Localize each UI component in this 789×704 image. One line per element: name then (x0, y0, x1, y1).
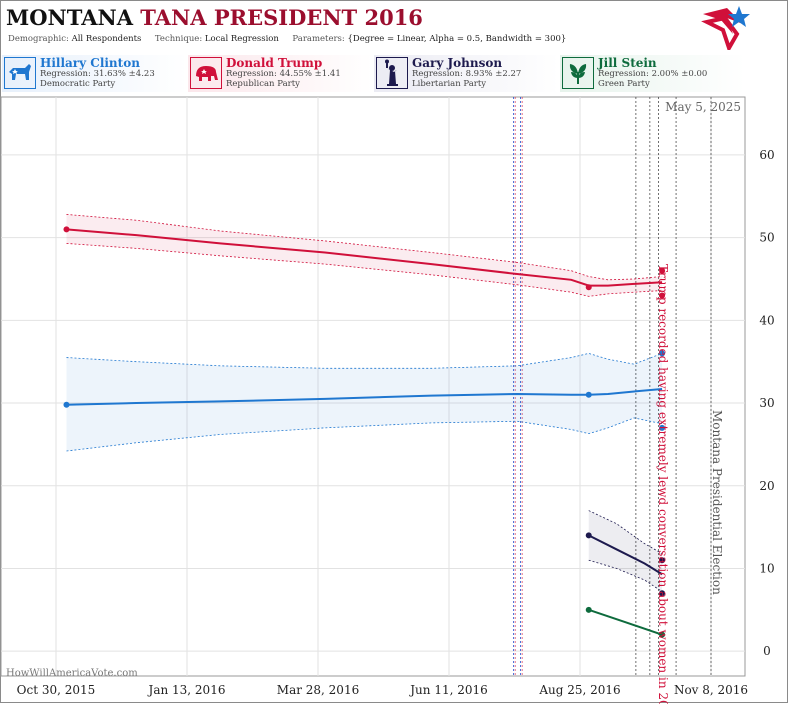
candidate-party: Republican Party (226, 79, 300, 89)
regression-line (588, 534, 663, 576)
poll-point (63, 401, 70, 408)
candidate-party: Democratic Party (40, 79, 116, 89)
technique-value: Local Regression (204, 34, 279, 44)
regression-line (66, 387, 663, 406)
technique-label: Technique: (154, 34, 203, 44)
poll-point (659, 631, 666, 638)
y-tick-label: 0 (763, 644, 771, 658)
candidate-regression: Regression: 2.00% ±0.00 (598, 69, 708, 79)
statue-of-liberty-icon (376, 57, 408, 89)
x-tick-label: Jun 11, 2016 (408, 683, 488, 697)
candidate-party: Libertarian Party (412, 79, 487, 89)
regression-line (588, 608, 663, 636)
poll-point (63, 226, 70, 233)
series-hillary-clinton (63, 350, 666, 452)
event-annotation: Montana Presidential Election (710, 410, 724, 595)
candidate-regression: Regression: 31.63% ±4.23 (40, 69, 155, 79)
regression-line (66, 228, 663, 287)
candidate-party: Green Party (598, 79, 650, 89)
poll-point (585, 606, 592, 613)
poll-point (659, 557, 666, 564)
y-tick-label: 40 (759, 313, 774, 327)
x-tick-label: Oct 30, 2015 (17, 683, 96, 697)
poll-point (659, 590, 666, 597)
upper-bound-line (588, 510, 663, 554)
series-donald-trump (63, 214, 666, 299)
lower-bound-line (66, 243, 663, 297)
y-tick-label: 20 (759, 479, 774, 493)
upper-bound-line (66, 214, 663, 281)
lower-bound-line (588, 559, 663, 592)
candidate-regression: Regression: 44.55% ±1.41 (226, 69, 341, 79)
candidate-card-trump: Donald Trump Regression: 44.55% ±1.41 Re… (188, 55, 373, 92)
candidate-name: Jill Stein (598, 56, 657, 70)
candidate-card-johnson: Gary Johnson Regression: 8.93% ±2.27 Lib… (374, 55, 559, 92)
site-logo-icon (701, 6, 750, 50)
demographic-value: All Respondents (71, 34, 142, 44)
candidate-name: Hillary Clinton (40, 56, 140, 70)
plot-area (0, 96, 746, 677)
poll-point (585, 391, 592, 398)
poll-point (659, 292, 666, 299)
parameters-label: Parameters: (292, 34, 345, 44)
parameters-line: Demographic: All Respondents Technique: … (8, 34, 566, 44)
y-tick-label: 50 (759, 231, 774, 245)
x-tick-label: Nov 8, 2016 (674, 683, 748, 697)
y-tick-label: 60 (759, 148, 774, 162)
x-tick-label: Jan 13, 2016 (147, 683, 226, 697)
confidence-band (66, 353, 663, 452)
poll-point (585, 532, 592, 539)
site-credit: HowWillAmericaVote.com (6, 668, 138, 679)
x-tick-label: Mar 28, 2016 (277, 683, 359, 697)
candidate-name: Donald Trump (226, 56, 323, 70)
poll-point (585, 284, 592, 291)
donkey-icon (4, 57, 36, 89)
poll-point (659, 267, 666, 274)
poll-point (659, 424, 666, 431)
y-tick-label: 30 (759, 396, 774, 410)
demographic-label: Demographic: (8, 34, 69, 44)
leaf-icon (562, 57, 594, 89)
x-tick-label: Aug 25, 2016 (538, 683, 620, 697)
confidence-band (588, 510, 663, 592)
event-annotation: Trump recorded having extremely lewd con… (656, 264, 670, 704)
elephant-icon (190, 57, 222, 89)
poll-chart: Oct 30, 2015 Jan 13, 2016 Mar 28, 2016 Jun … (0, 96, 775, 704)
series-gary-johnson (585, 510, 666, 597)
candidate-regression: Regression: 8.93% ±2.27 (412, 69, 522, 79)
candidate-card-clinton: Hillary Clinton Regression: 31.63% ±4.23… (2, 55, 187, 92)
series-jill-stein (585, 606, 666, 638)
candidate-card-stein: Jill Stein Regression: 2.00% ±0.00 Green… (560, 55, 745, 92)
upper-bound-line (66, 353, 663, 369)
y-tick-label: 10 (759, 561, 774, 575)
poll-point (659, 350, 666, 357)
confidence-band (66, 214, 663, 297)
candidate-name: Gary Johnson (412, 56, 503, 70)
page-title: MONTANA TANA PRESIDENT 2016 (6, 5, 423, 30)
date-label: May 5, 2025 (665, 100, 741, 114)
parameters-value: {Degree = Linear, Alpha = 0.5, Bandwidth… (347, 34, 567, 44)
